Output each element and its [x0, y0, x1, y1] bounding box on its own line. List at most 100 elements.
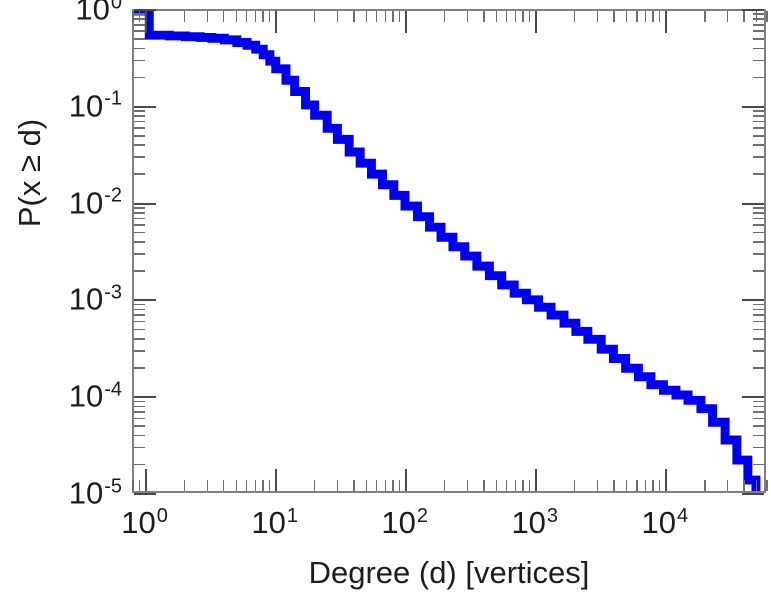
- y-tick-major: [742, 299, 764, 302]
- y-tick-label-1: 10-1: [30, 87, 122, 124]
- y-tick-minor: [753, 303, 764, 306]
- plot-area: [132, 9, 766, 493]
- x-tick-minor: [352, 11, 355, 22]
- x-tick-label-1: 101: [251, 506, 298, 538]
- x-tick-exponent: 2: [416, 504, 428, 527]
- y-tick-minor: [134, 303, 145, 306]
- y-tick-minor: [753, 173, 764, 176]
- y-tick-minor: [134, 127, 145, 129]
- y-tick-exponent: -1: [104, 87, 122, 110]
- y-tick-minor: [753, 156, 764, 158]
- x-tick-minor: [652, 480, 654, 491]
- x-tick-minor: [392, 11, 394, 22]
- y-tick-mantissa: 10: [68, 88, 104, 124]
- y-tick-minor: [134, 156, 145, 158]
- x-tick-minor: [766, 480, 768, 491]
- x-tick-minor: [384, 480, 387, 491]
- x-tick-label-0: 100: [121, 504, 168, 538]
- x-tick-minor: [313, 11, 316, 22]
- y-tick-minor: [753, 446, 764, 449]
- y-tick-minor: [134, 367, 145, 369]
- x-tick-minor: [743, 480, 745, 491]
- y-tick-minor: [134, 18, 145, 20]
- x-tick-minor: [658, 480, 661, 491]
- y-tick-major: [134, 299, 156, 302]
- y-tick-exponent: 0: [110, 0, 122, 14]
- x-tick-minor: [375, 11, 378, 22]
- x-tick-minor: [483, 480, 485, 491]
- x-tick-minor: [596, 480, 599, 491]
- y-tick-minor: [753, 405, 764, 408]
- y-tick-minor: [134, 241, 145, 243]
- x-tick-minor: [262, 480, 264, 491]
- y-tick-minor: [134, 405, 145, 408]
- x-tick-mantissa: 10: [641, 505, 676, 540]
- y-tick-minor: [753, 367, 764, 369]
- y-tick-minor: [134, 217, 145, 220]
- y-tick-major: [134, 9, 156, 11]
- y-tick-major: [742, 396, 764, 399]
- x-tick-major: [404, 11, 407, 33]
- y-tick-minor: [753, 320, 764, 323]
- y-tick-minor: [134, 134, 145, 137]
- x-tick-minor: [528, 480, 531, 491]
- y-tick-minor: [753, 337, 764, 340]
- x-tick-major: [144, 11, 147, 33]
- x-tick-minor: [268, 11, 271, 22]
- x-tick-minor: [613, 480, 615, 491]
- x-tick-minor: [222, 11, 225, 22]
- y-tick-minor: [134, 115, 145, 117]
- x-tick-minor: [658, 11, 661, 22]
- x-tick-minor: [483, 11, 485, 22]
- y-tick-minor: [134, 173, 145, 176]
- x-tick-minor: [613, 11, 615, 22]
- x-tick-minor: [505, 480, 508, 491]
- y-tick-label-4: 10-4: [30, 379, 122, 411]
- x-tick-minor: [625, 11, 628, 22]
- x-tick-major: [664, 469, 667, 491]
- y-tick-minor: [753, 134, 764, 137]
- x-tick-minor: [644, 480, 647, 491]
- y-tick-minor: [134, 337, 145, 340]
- x-tick-exponent: 0: [156, 504, 168, 527]
- y-tick-mantissa: 10: [68, 475, 104, 511]
- y-tick-minor: [753, 463, 764, 466]
- x-tick-minor: [528, 11, 531, 22]
- x-tick-major: [274, 11, 277, 33]
- y-tick-mantissa: 10: [68, 185, 104, 221]
- y-tick-minor: [753, 207, 764, 209]
- y-tick-minor: [134, 47, 145, 50]
- y-tick-minor: [753, 417, 764, 420]
- y-tick-minor: [134, 207, 145, 209]
- x-tick-minor: [398, 480, 401, 491]
- x-tick-minor: [183, 480, 186, 491]
- x-tick-minor: [495, 11, 498, 22]
- x-tick-minor: [644, 11, 647, 22]
- y-tick-minor: [134, 328, 145, 331]
- x-tick-minor: [245, 480, 248, 491]
- x-tick-minor: [466, 11, 469, 22]
- y-tick-minor: [753, 411, 764, 413]
- x-tick-minor: [336, 11, 339, 22]
- x-tick-major: [274, 469, 277, 491]
- x-tick-minor: [183, 11, 186, 22]
- x-tick-minor: [514, 480, 517, 491]
- y-tick-minor: [134, 350, 145, 352]
- x-tick-minor: [132, 11, 134, 22]
- x-tick-minor: [755, 11, 758, 22]
- x-tick-minor: [254, 11, 257, 22]
- x-tick-minor: [132, 480, 134, 491]
- x-tick-minor: [235, 11, 238, 22]
- y-tick-minor: [134, 23, 145, 26]
- x-tick-minor: [514, 11, 517, 22]
- x-tick-major: [404, 469, 407, 491]
- y-tick-minor: [134, 253, 145, 255]
- x-tick-minor: [138, 11, 141, 22]
- y-tick-exponent: -5: [104, 475, 122, 498]
- x-tick-minor: [443, 11, 446, 22]
- x-tick-minor: [313, 480, 316, 491]
- y-tick-minor: [134, 425, 145, 427]
- x-tick-minor: [365, 11, 368, 22]
- y-tick-minor: [134, 120, 145, 123]
